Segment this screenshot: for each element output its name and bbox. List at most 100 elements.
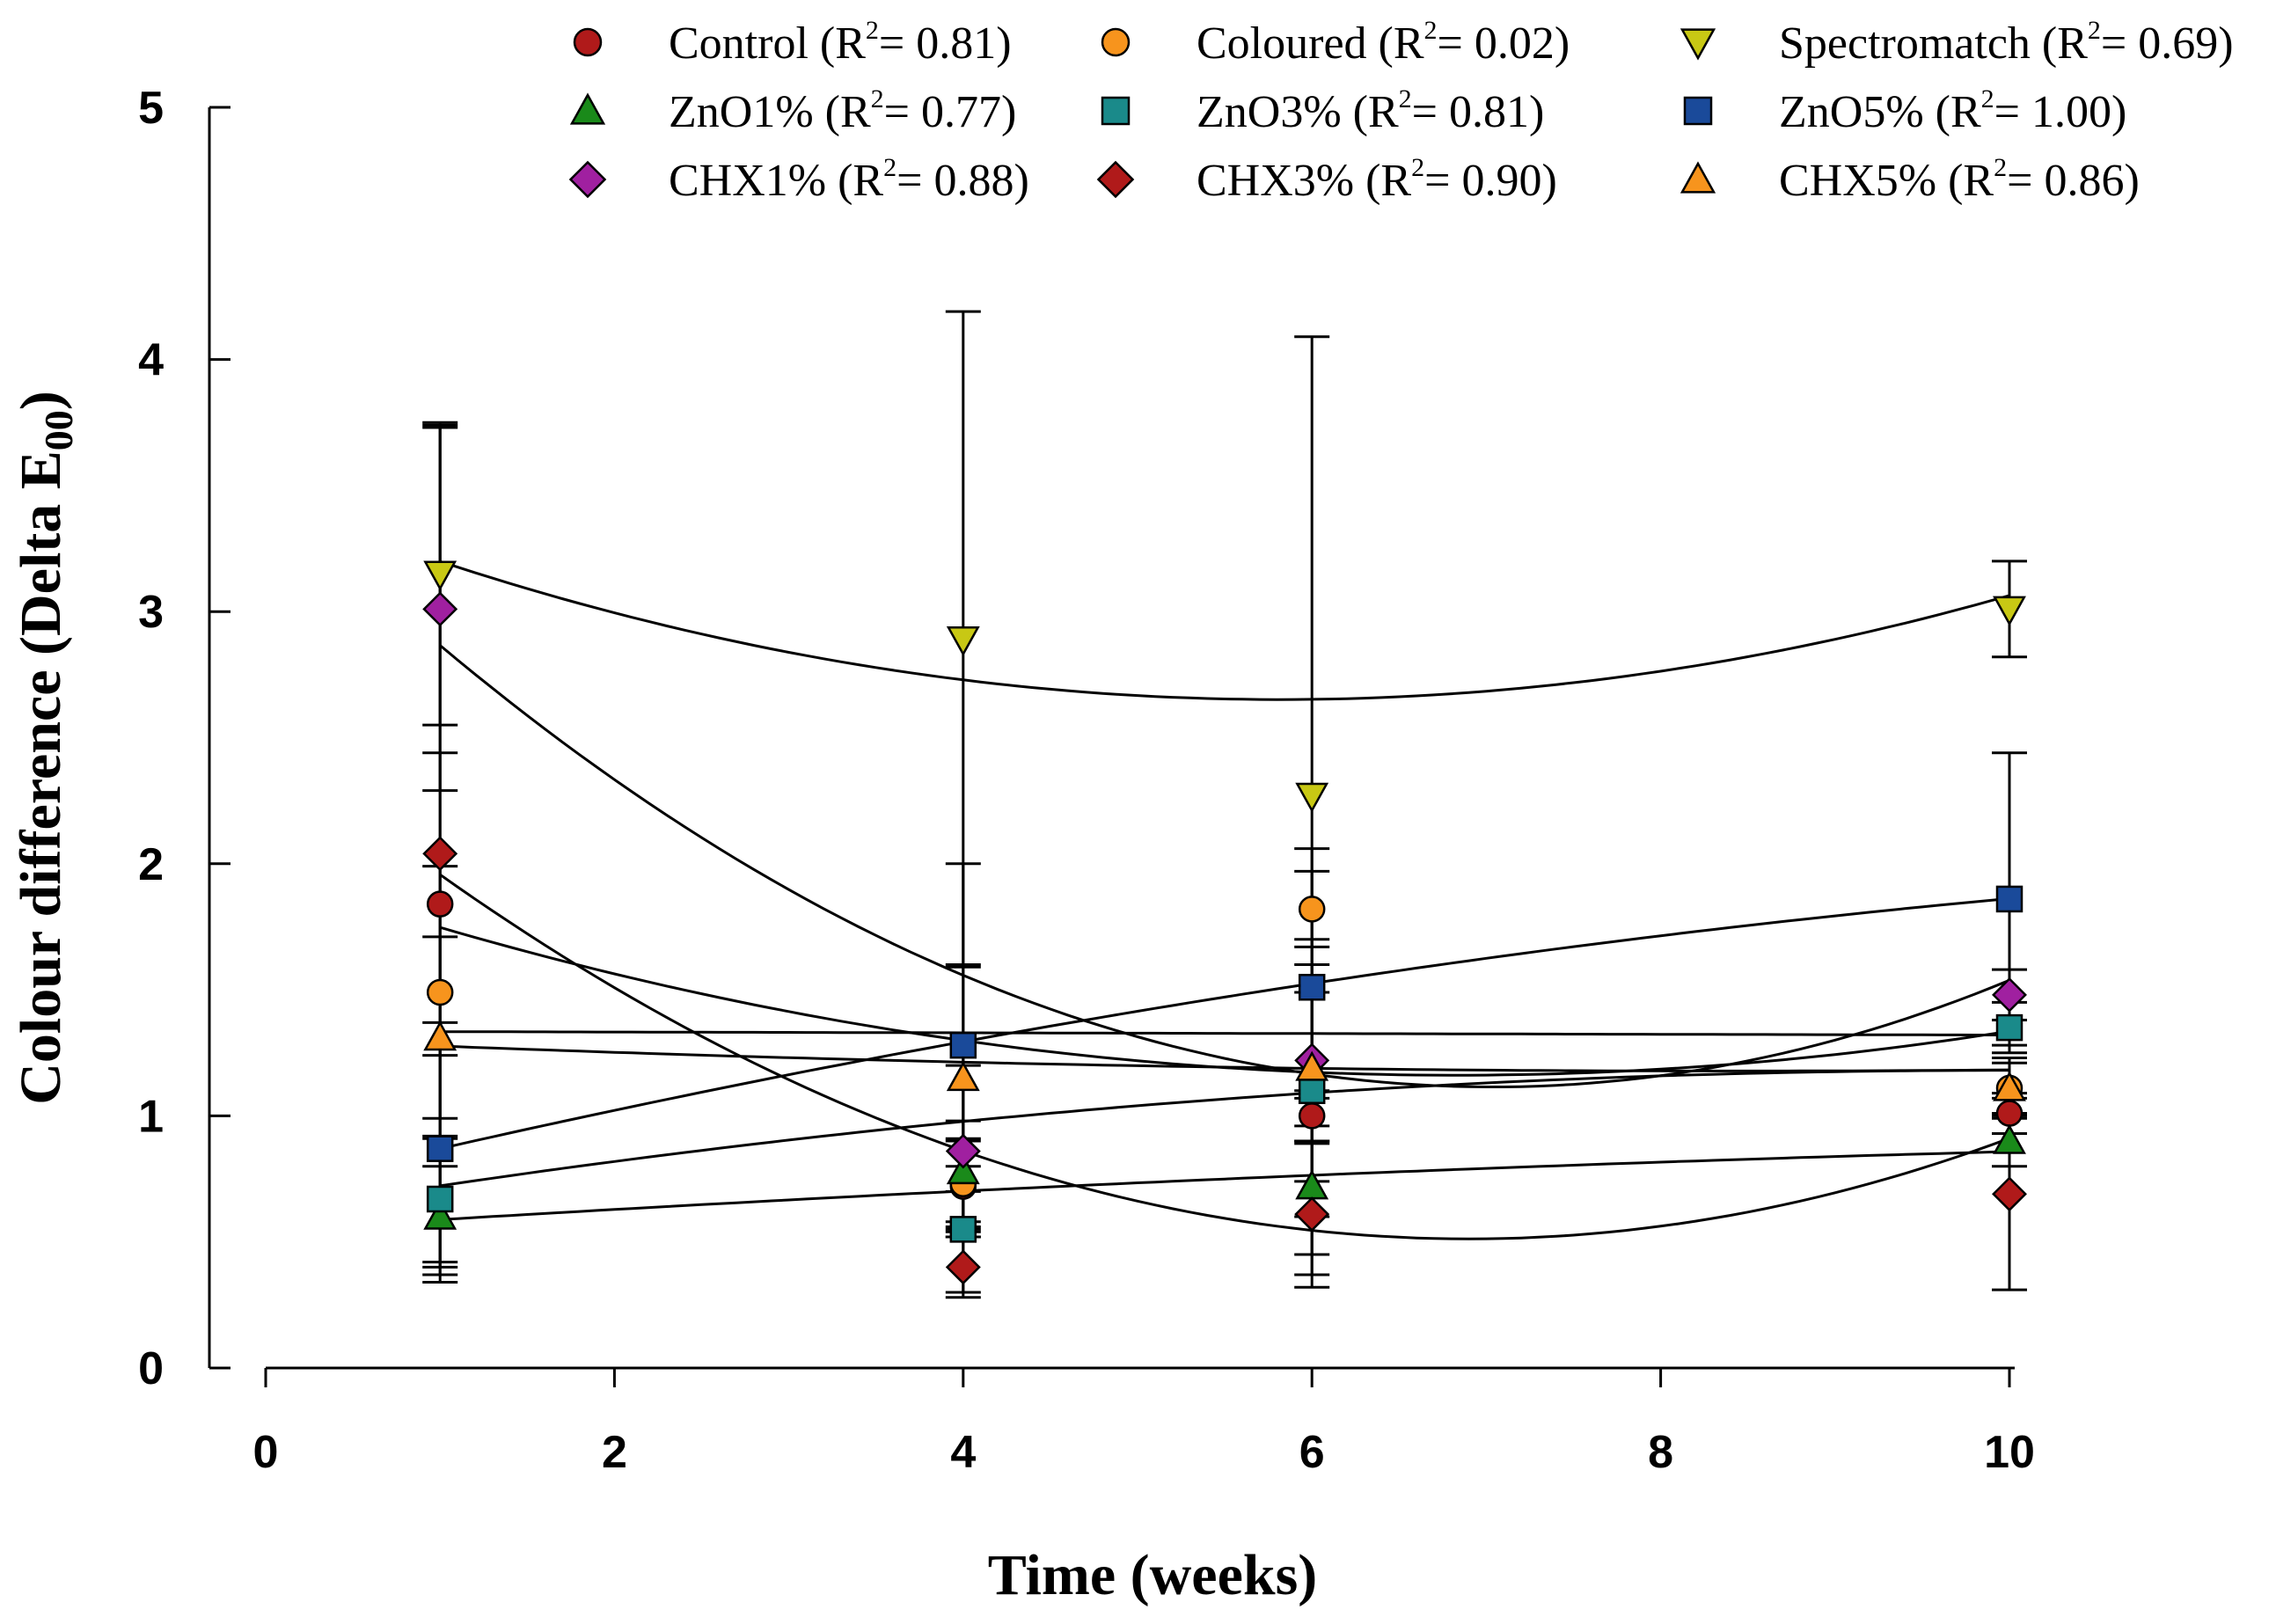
legend-r-equals: =	[2007, 156, 2044, 206]
legend-series-name: CHX1%	[669, 156, 826, 206]
fit-line-zno3pct	[439, 1069, 2009, 1188]
x-tick-label: 4	[950, 1427, 976, 1478]
legend-r2-value: 0.69	[2138, 18, 2218, 69]
legend-marker-zno3pct	[1101, 96, 1131, 126]
legend-superscript: 2	[1399, 84, 1412, 113]
y-ticks: 0 1 2 3 4 5	[138, 83, 231, 1394]
legend-r-label: (R	[826, 156, 883, 206]
legend-r2-value: 0.90	[1461, 156, 1541, 206]
fit-line-chx5pct	[440, 1044, 2010, 1072]
legend-close-paren: )	[2124, 156, 2139, 206]
legend-r-label: (R	[1342, 87, 1399, 137]
data-point-coloured	[1298, 896, 1326, 923]
legend-label-zno3pct: ZnO3% (R2= 0.81)	[1197, 84, 1544, 137]
legend-label-chx1pct: CHX1% (R2= 0.88)	[669, 153, 1029, 206]
data-point-spectromatch	[423, 560, 457, 591]
data-point-chx1pct	[422, 591, 458, 627]
legend-close-paren: )	[2111, 87, 2126, 137]
legend-close-paren: )	[1541, 156, 1556, 206]
data-point-chx5pct	[1993, 1071, 2026, 1101]
legend-superscript: 2	[883, 153, 896, 182]
legend-series-name: Coloured	[1197, 18, 1367, 69]
x-tick-label: 10	[1984, 1427, 2035, 1478]
legend-label-spectromatch: Spectromatch (R2= 0.69)	[1779, 16, 2234, 69]
y-tick-label: 5	[138, 83, 164, 134]
data-point-chx3pct	[422, 836, 458, 872]
data-point-chx5pct	[946, 1061, 980, 1092]
data-point-spectromatch	[1295, 782, 1329, 813]
legend-close-paren: )	[1555, 18, 1570, 69]
legend-r2-value: 0.81	[916, 18, 996, 69]
legend-r-equals: =	[1994, 87, 2031, 137]
data-point-chx3pct	[1294, 1196, 1330, 1233]
data-point-spectromatch	[946, 626, 980, 657]
y-axis-title-main: Colour difference (Delta E	[9, 450, 73, 1105]
y-tick-label: 1	[138, 1091, 164, 1142]
legend-series-name: CHX3%	[1197, 156, 1354, 206]
data-point-zno3pct	[1995, 1013, 2024, 1042]
legend-r2-value: 0.02	[1475, 18, 1555, 69]
data-point-spectromatch	[1993, 596, 2026, 626]
fit-line-chx3pct	[439, 873, 2010, 1240]
data-point-zno3pct	[1298, 1077, 1326, 1104]
legend-r-label: (R	[1936, 156, 1994, 206]
legend-label-chx5pct: CHX5% (R2= 0.86)	[1779, 153, 2140, 206]
legend-label-coloured: Coloured (R2= 0.02)	[1197, 16, 1570, 69]
legend-series-name: Control	[669, 18, 809, 69]
data-point-zno3pct	[949, 1216, 977, 1243]
legend-close-paren: )	[2218, 18, 2233, 69]
y-axis-title-suffix: )	[9, 391, 73, 410]
legend-r-equals: =	[2101, 18, 2138, 69]
x-tick-label: 2	[602, 1427, 627, 1478]
data-point-zno5pct	[426, 1135, 454, 1162]
fit-line-chx1pct	[439, 644, 2010, 1088]
x-tick-label: 0	[253, 1427, 279, 1478]
legend-superscript: 2	[866, 16, 879, 45]
legend-close-paren: )	[996, 18, 1011, 69]
legend-superscript: 2	[2088, 16, 2101, 45]
legend-label-zno1pct: ZnO1% (R2= 0.77)	[669, 84, 1016, 137]
fit-line-zno5pct	[439, 896, 2010, 1151]
legend-marker-coloured	[1101, 27, 1131, 57]
legend-r-equals: =	[1424, 156, 1461, 206]
data-point-zno5pct	[949, 1031, 977, 1059]
legend-marker-zno1pct	[569, 92, 606, 125]
legend-label-control: Control (R2= 0.81)	[669, 16, 1012, 69]
x-tick-label: 8	[1648, 1427, 1673, 1478]
legend-label-chx3pct: CHX3% (R2= 0.90)	[1197, 153, 1557, 206]
legend-r-equals: =	[1412, 87, 1449, 137]
legend-r-label: (R	[1367, 18, 1424, 69]
legend-r-equals: =	[1438, 18, 1475, 69]
legend-r2-value: 1.00	[2031, 87, 2111, 137]
legend-marker-chx5pct	[1680, 161, 1716, 194]
legend-close-paren: )	[1529, 87, 1544, 137]
data-point-chx3pct	[945, 1249, 981, 1285]
legend-close-paren: )	[1001, 87, 1016, 137]
legend-series-name: ZnO1%	[669, 87, 814, 137]
data-point-chx5pct	[423, 1020, 457, 1051]
legend-superscript: 2	[871, 84, 884, 113]
legend-series-name: Spectromatch	[1779, 18, 2031, 69]
y-tick-label: 2	[138, 839, 164, 890]
legend-r2-value: 0.88	[933, 156, 1014, 206]
legend-marker-chx1pct	[568, 160, 607, 199]
legend-marker-control	[573, 27, 603, 57]
legend-series-name: CHX5%	[1779, 156, 1936, 206]
data-point-zno3pct	[426, 1185, 454, 1213]
y-tick-label: 3	[138, 587, 164, 638]
legend-marker-zno5pct	[1683, 96, 1713, 126]
legend-r-label: (R	[2031, 18, 2088, 69]
legend-superscript: 2	[1981, 84, 1994, 113]
data-point-zno1pct	[423, 1199, 457, 1230]
data-point-control	[1298, 1102, 1326, 1130]
data-point-chx1pct	[1992, 977, 2027, 1013]
data-point-zno5pct	[1298, 973, 1326, 1001]
legend-r-equals: =	[896, 156, 933, 206]
fit-lines	[439, 560, 2010, 1240]
legend-close-paren: )	[1014, 156, 1028, 206]
legend: Control (R2= 0.81) Coloured (R2= 0.02) Spe…	[568, 16, 2234, 206]
data-point-coloured	[426, 978, 454, 1006]
data-point-zno5pct	[1995, 885, 2024, 913]
legend-marker-chx3pct	[1096, 160, 1135, 199]
